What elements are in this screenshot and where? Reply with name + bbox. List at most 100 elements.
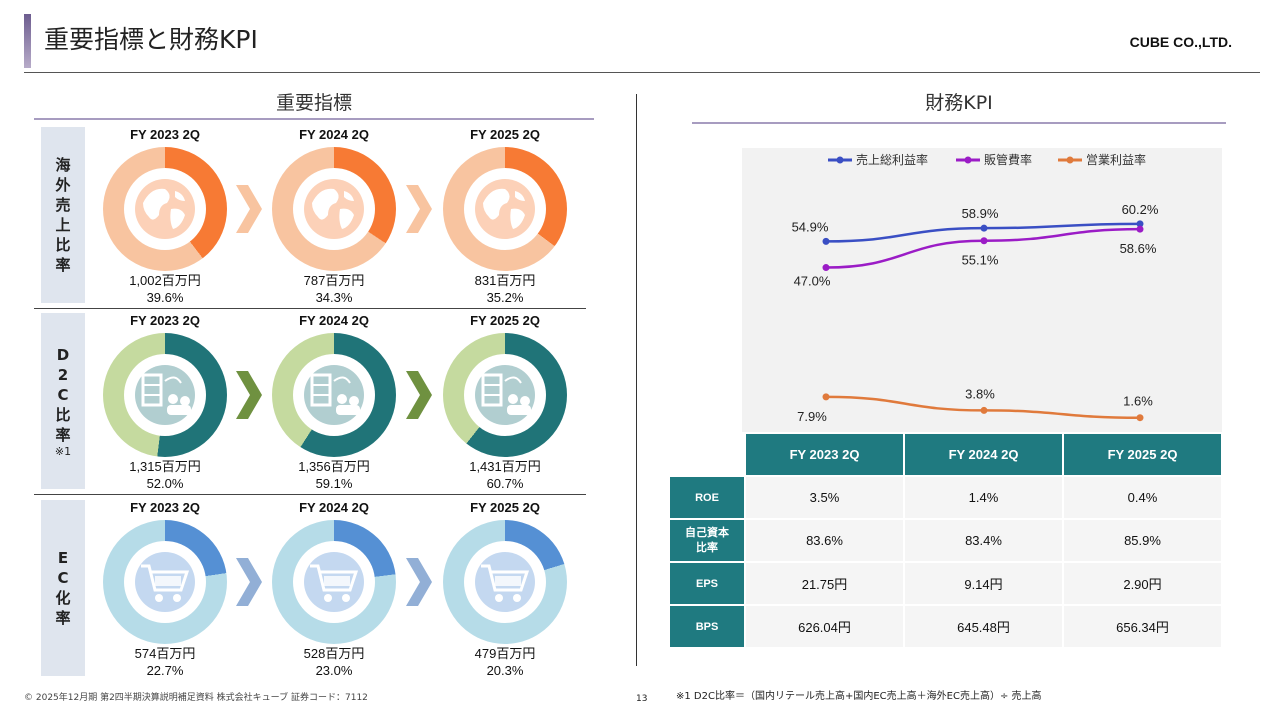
row-label-char: 比 (55, 236, 71, 254)
ratio-donut (103, 333, 227, 457)
data-label: 58.6% (1120, 241, 1157, 256)
data-point (822, 237, 830, 245)
table-cell: 0.4% (1064, 477, 1221, 518)
ratio-percent: 39.6% (146, 290, 184, 305)
row-label-roe: ROE (670, 477, 744, 518)
data-label: 3.8% (965, 386, 995, 401)
chevron-right-icon (406, 558, 432, 606)
donut-hole (124, 354, 206, 436)
right-section-heading: 財務KPI (925, 92, 993, 114)
table-row-equity-ratio: 自己資本比率 83.6% 83.4% 85.9% (670, 520, 1221, 561)
ratio-donut (443, 520, 567, 644)
data-label: 1.6% (1123, 394, 1153, 409)
donut-hole (293, 168, 375, 250)
data-point (1136, 414, 1144, 422)
donut-hole (124, 168, 206, 250)
row-label-char: C (57, 569, 69, 587)
data-label: 54.9% (792, 219, 829, 234)
amount-value: 831百万円 (474, 273, 536, 288)
row-label-eps: EPS (670, 563, 744, 604)
table-cell: 83.4% (905, 520, 1062, 561)
row-label-char: D (56, 345, 70, 364)
ratio-donut (103, 147, 227, 271)
chevron-right-icon (236, 371, 262, 419)
data-point (1136, 220, 1144, 228)
legend-label: 売上総利益率 (856, 152, 928, 167)
table-cell: 9.14円 (905, 563, 1062, 604)
data-point (980, 237, 988, 245)
row-label-char: 率 (55, 256, 71, 274)
store-to-family-icon (304, 365, 364, 425)
financial-kpi-table: FY 2023 2Q FY 2024 2Q FY 2025 2Q ROE 3.5… (668, 432, 1223, 649)
table-cell: 626.04円 (746, 606, 903, 647)
data-point (1136, 225, 1144, 233)
ratio-percent: 60.7% (486, 476, 524, 491)
shopping-cart-icon (135, 552, 195, 612)
table-corner (670, 434, 744, 475)
row-label-equity-ratio: 自己資本比率 (670, 520, 744, 561)
table-cell: 85.9% (1064, 520, 1221, 561)
ratio-donut (443, 147, 567, 271)
fiscal-year-label: FY 2023 2Q (130, 127, 200, 142)
row-label-ec-ratio: EC化率EC化率 (41, 500, 85, 676)
row-label-char: 売 (55, 196, 71, 214)
row-label-char: 2 (57, 365, 69, 384)
amount-value: 574百万円 (134, 646, 196, 661)
header-divider (24, 72, 1260, 73)
page-title: 重要指標と財務KPI (44, 25, 258, 54)
table-row-bps: BPS 626.04円 645.48円 656.34円 (670, 606, 1221, 647)
shopping-cart-icon (475, 552, 535, 612)
table-cell: 645.48円 (905, 606, 1062, 647)
table-row-eps: EPS 21.75円 9.14円 2.90円 (670, 563, 1221, 604)
table-row-roe: ROE 3.5% 1.4% 0.4% (670, 477, 1221, 518)
chevron-right-icon (236, 185, 262, 233)
legend-label: 営業利益率 (1086, 152, 1146, 167)
store-to-family-icon (475, 365, 535, 425)
donut-hole (293, 354, 375, 436)
data-label: 55.1% (962, 253, 999, 268)
fiscal-year-label: FY 2025 2Q (470, 500, 540, 515)
company-name: CUBE CO.,LTD. (1129, 34, 1232, 50)
amount-value: 787百万円 (303, 273, 365, 288)
row-separator (34, 308, 586, 309)
kpi-line-chart-svg: 売上総利益率 販管費率 営業利益率 54.9% 58.9% 60.2% 47.0% 55.1%… (792, 152, 1159, 424)
chevron-right-icon (236, 558, 262, 606)
ratio-percent: 34.3% (315, 290, 353, 305)
legend-marker (964, 156, 972, 164)
ratio-donut (272, 333, 396, 457)
table-cell: 83.6% (746, 520, 903, 561)
ratio-percent: 59.1% (315, 476, 353, 491)
title-accent-bar (24, 14, 31, 68)
ratio-donut (103, 520, 227, 644)
data-point (980, 224, 988, 232)
footer-copyright: © 2025年12月期 第2四半期決算説明補足資料 株式会社キューブ 証券コード… (24, 693, 368, 703)
page-number: 13 (636, 694, 648, 704)
fiscal-year-label: FY 2024 2Q (299, 500, 369, 515)
d2c-footnote: ※1 D2C比率＝（国内リテール売上高+国内EC売上高＋海外EC売上高）÷ 売上… (676, 691, 1042, 702)
row-label-char: 率 (55, 425, 71, 444)
legend-marker (836, 156, 844, 164)
row-label-char: C (57, 385, 69, 404)
fiscal-year-label: FY 2025 2Q (470, 127, 540, 142)
row-label-char: 比 (55, 405, 71, 424)
globe-icon (475, 179, 535, 239)
data-point (822, 264, 830, 272)
legend-entry: 売上総利益率 (828, 152, 928, 167)
legend-label: 販管費率 (984, 152, 1032, 167)
ratio-percent: 35.2% (486, 290, 524, 305)
row-label-char: 化 (55, 589, 71, 607)
amount-value: 479百万円 (474, 646, 536, 661)
row-label-char: 率 (55, 609, 71, 627)
right-heading-underline (692, 122, 1226, 124)
table-header-fy2024: FY 2024 2Q (905, 434, 1062, 475)
table-cell: 3.5% (746, 477, 903, 518)
donut-hole (464, 168, 546, 250)
row-label-char: 外 (55, 176, 71, 194)
fiscal-year-label: FY 2024 2Q (299, 127, 369, 142)
data-label: 7.9% (797, 409, 827, 424)
amount-value: 1,356百万円 (298, 459, 370, 474)
data-label: 60.2% (1122, 202, 1159, 217)
ratio-donut (272, 147, 396, 271)
kpi-line-chart: 売上総利益率 販管費率 営業利益率 54.9% 58.9% 60.2% 47.0% 55.1%… (742, 148, 1222, 432)
